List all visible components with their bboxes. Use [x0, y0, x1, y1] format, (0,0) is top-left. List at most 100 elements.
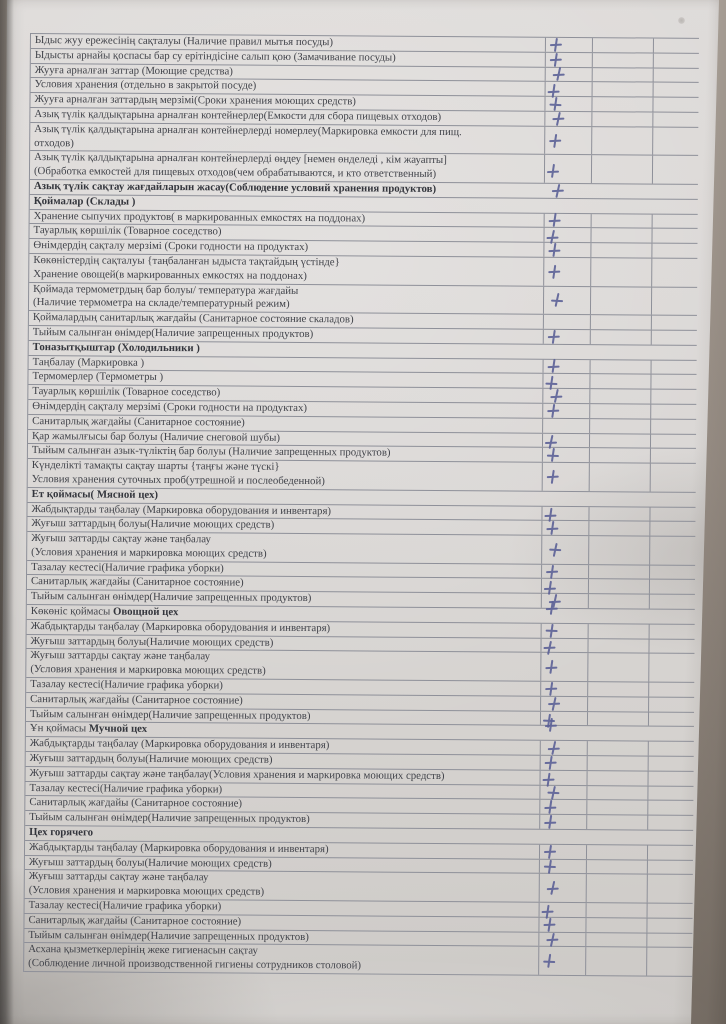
check-cell-3 — [652, 82, 699, 98]
plus-mark-icon — [547, 265, 561, 280]
check-cell-3 — [646, 933, 693, 948]
check-cell-3 — [647, 786, 694, 801]
check-cell-2 — [588, 564, 650, 580]
plus-mark-icon — [548, 213, 562, 228]
plus-mark-icon — [545, 624, 559, 639]
row-label: Азық түлік қалдықтарына арналған контейн… — [33, 151, 447, 181]
check-cell-2 — [591, 126, 653, 155]
check-cell-2 — [587, 579, 650, 594]
check-cell-2 — [585, 917, 647, 933]
plus-mark-icon — [543, 845, 557, 860]
plus-mark-icon — [546, 404, 560, 419]
check-cell-2 — [587, 623, 649, 639]
plus-mark-icon — [548, 97, 562, 112]
plus-mark-icon — [545, 521, 559, 536]
check-cell-2 — [585, 932, 647, 947]
row-label: Жуғыш заттарды сақтау және таңбалау (Усл… — [30, 649, 266, 678]
row-label-bold: Тоназытқыштар (Холодильники ) — [32, 340, 200, 354]
check-cell-3 — [648, 624, 695, 639]
row-label: Жуғыш заттарды сақтау және таңбалау (Усл… — [28, 870, 265, 898]
plus-mark-icon — [543, 800, 557, 815]
row-label: Асхана қызметкерлерінің жеке гигиенасын … — [28, 943, 362, 972]
check-cell-2 — [588, 536, 650, 565]
check-cell-2 — [589, 418, 651, 434]
check-cell-3 — [650, 389, 697, 404]
row-label: Жуғыш заттарды сақтау және таңбалау (Усл… — [31, 532, 267, 560]
check-cell-2 — [586, 800, 648, 815]
check-cell-2 — [586, 741, 648, 756]
check-cell-2 — [588, 448, 650, 463]
check-cell-3 — [652, 53, 699, 68]
check-cell-3 — [649, 536, 696, 565]
check-cell-3 — [650, 360, 697, 375]
check-cell-3 — [649, 521, 696, 536]
plus-mark-icon — [551, 184, 565, 199]
check-cell-3 — [652, 112, 699, 127]
check-cell-3 — [650, 419, 697, 434]
check-cell-3 — [650, 374, 697, 390]
check-cell-2 — [591, 52, 653, 68]
row-label-bold: Ет қоймасы( Мясной цех) — [31, 487, 159, 501]
check-cell-3 — [648, 639, 695, 654]
check-cell-3 — [650, 330, 697, 345]
plus-mark-icon — [551, 112, 565, 127]
check-cell-3 — [651, 243, 698, 258]
check-cell-3 — [650, 315, 697, 330]
check-cell-2 — [586, 785, 648, 800]
plus-mark-icon — [546, 470, 560, 485]
check-cell-3 — [651, 214, 698, 229]
check-cell-3 — [649, 448, 696, 464]
check-cell-2 — [586, 770, 648, 786]
check-cell-3 — [646, 903, 693, 918]
check-cell-2 — [587, 638, 649, 654]
check-cell-2 — [591, 82, 653, 97]
check-cell-3 — [647, 771, 694, 786]
plus-mark-icon — [542, 954, 556, 969]
check-cell-3 — [651, 228, 698, 244]
row-label: Азық түлік қалдықтарына арналған контейн… — [34, 122, 462, 149]
check-cell-2 — [590, 228, 652, 243]
check-cell-1 — [542, 314, 590, 330]
plus-mark-icon — [549, 38, 563, 53]
check-cell-2 — [586, 756, 648, 771]
plus-mark-icon — [545, 564, 559, 579]
plus-mark-icon — [548, 133, 562, 148]
check-cell-2 — [585, 903, 647, 918]
check-cell-3 — [649, 507, 696, 522]
check-cell-2 — [591, 67, 653, 82]
check-cell-3 — [646, 874, 693, 903]
plus-mark-icon — [544, 660, 558, 675]
check-cell-2 — [589, 389, 651, 404]
check-cell-2 — [588, 463, 650, 492]
check-cell-2 — [591, 38, 653, 53]
check-cell-2 — [591, 112, 653, 127]
check-cell-3 — [648, 682, 695, 697]
plus-mark-icon — [549, 389, 563, 404]
check-cell-3 — [650, 287, 698, 316]
check-cell-3 — [648, 697, 695, 712]
plus-mark-icon — [543, 859, 557, 874]
check-cell-2 — [590, 155, 653, 184]
check-cell-2 — [590, 258, 652, 287]
check-cell-2 — [587, 682, 649, 697]
row-label-bold: Азық түлік сақтау жағдайларын жасау(Собл… — [33, 180, 437, 195]
row-label-bold: Овощной цех — [112, 605, 179, 619]
check-cell-2 — [588, 506, 650, 521]
row-label: Көкөністердің сақталуы {таңбаланған ыдыс… — [33, 253, 340, 282]
check-cell-3 — [652, 38, 699, 53]
check-cell-2 — [589, 330, 651, 345]
paper-speck — [678, 17, 685, 24]
plus-mark-icon — [546, 785, 560, 800]
plus-mark-icon — [546, 448, 560, 463]
row-label-bold: Цех горячего — [29, 826, 94, 839]
check-cell-2 — [589, 286, 652, 315]
plus-mark-icon — [547, 330, 561, 345]
check-cell-2 — [590, 243, 652, 258]
row-label: Қоймада термометрдың бар болуы/ температ… — [32, 282, 299, 311]
check-cell-2 — [589, 315, 651, 330]
check-cell-3 — [649, 565, 696, 580]
check-cell-3 — [646, 860, 693, 875]
check-cell-3 — [649, 463, 696, 492]
check-cell-3 — [647, 741, 694, 756]
